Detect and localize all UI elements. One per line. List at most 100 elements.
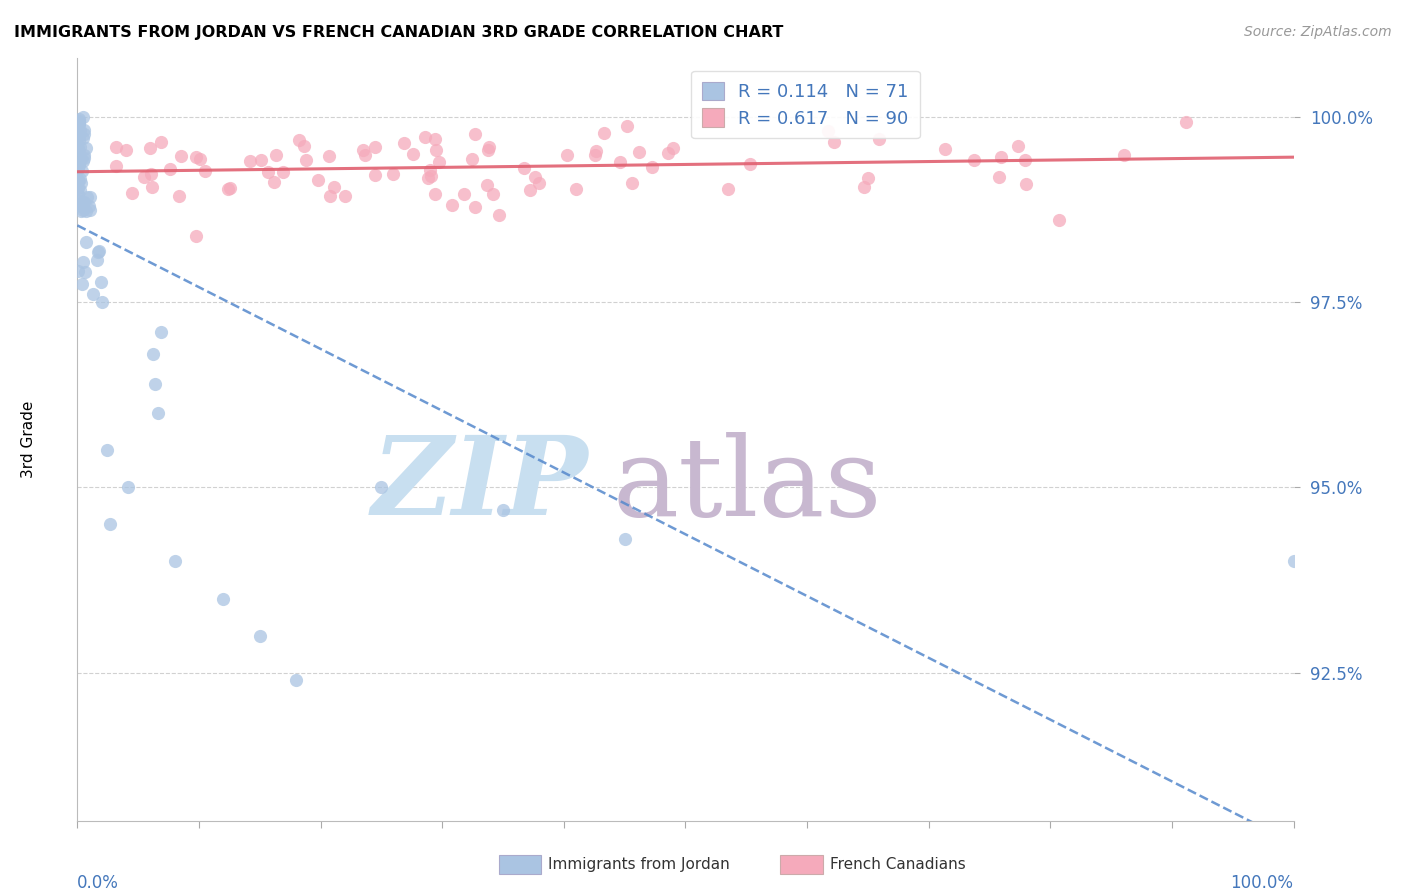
- Point: [67, 155, 90, 169]
- Point: [75, 141, 97, 155]
- Point: [96, 443, 118, 458]
- Point: [440, 198, 463, 212]
- Point: [419, 163, 441, 178]
- Point: [853, 180, 876, 194]
- Point: [76, 190, 98, 204]
- Text: French Canadians: French Canadians: [830, 857, 966, 871]
- Point: [73, 123, 96, 137]
- Point: [67, 140, 90, 154]
- Point: [1282, 554, 1305, 568]
- Point: [513, 161, 536, 175]
- Point: [583, 148, 606, 162]
- Point: [1047, 213, 1070, 227]
- Point: [415, 129, 437, 144]
- Point: [72, 127, 94, 141]
- Point: [72, 131, 94, 145]
- Point: [524, 169, 547, 184]
- Point: [69, 203, 91, 218]
- Point: [79, 190, 101, 204]
- Point: [70, 164, 93, 178]
- Point: [1174, 115, 1197, 129]
- Point: [934, 142, 956, 156]
- Point: [529, 176, 551, 190]
- Text: 100.0%: 100.0%: [1230, 874, 1294, 892]
- Point: [67, 128, 90, 143]
- Point: [239, 154, 262, 169]
- Point: [66, 174, 89, 188]
- Point: [318, 148, 340, 162]
- Point: [72, 153, 94, 168]
- Point: [256, 164, 278, 178]
- Point: [717, 182, 740, 196]
- Point: [555, 148, 578, 162]
- Point: [478, 140, 501, 154]
- Point: [67, 174, 90, 188]
- Point: [593, 126, 616, 140]
- Point: [139, 141, 162, 155]
- Point: [868, 131, 890, 145]
- Point: [167, 189, 190, 203]
- Point: [212, 591, 235, 606]
- Point: [333, 189, 356, 203]
- Point: [150, 325, 173, 339]
- Point: [963, 153, 986, 168]
- Point: [73, 148, 96, 162]
- Point: [271, 164, 294, 178]
- Point: [621, 176, 644, 190]
- Point: [75, 235, 97, 249]
- Point: [263, 175, 285, 189]
- Point: [427, 154, 450, 169]
- Point: [86, 252, 108, 267]
- Point: [146, 406, 169, 420]
- Point: [823, 135, 845, 149]
- Point: [87, 244, 110, 258]
- Point: [143, 376, 166, 391]
- Point: [115, 143, 138, 157]
- Point: [67, 187, 90, 202]
- Point: [72, 110, 94, 124]
- Point: [67, 198, 90, 212]
- Point: [402, 147, 425, 161]
- Point: [69, 172, 91, 186]
- Point: [423, 132, 446, 146]
- Y-axis label: 3rd Grade: 3rd Grade: [21, 401, 35, 478]
- Point: [288, 133, 311, 147]
- Point: [856, 171, 879, 186]
- Point: [988, 170, 1011, 185]
- Point: [364, 169, 387, 183]
- Point: [150, 136, 173, 150]
- Text: Immigrants from Jordan: Immigrants from Jordan: [548, 857, 730, 871]
- Point: [69, 122, 91, 136]
- Point: [461, 152, 484, 166]
- Point: [66, 180, 89, 194]
- Point: [453, 186, 475, 201]
- Point: [585, 144, 607, 158]
- Point: [90, 276, 112, 290]
- Point: [67, 117, 90, 131]
- Point: [72, 203, 94, 218]
- Point: [67, 132, 90, 146]
- Point: [1015, 177, 1038, 191]
- Point: [72, 200, 94, 214]
- Point: [307, 173, 329, 187]
- Point: [67, 112, 90, 127]
- Point: [67, 173, 90, 187]
- Point: [73, 194, 96, 209]
- Point: [295, 153, 318, 167]
- Text: ZIP: ZIP: [371, 432, 588, 539]
- Point: [186, 150, 208, 164]
- Point: [105, 140, 128, 154]
- Point: [475, 178, 498, 193]
- Point: [66, 142, 89, 156]
- Point: [72, 277, 94, 291]
- Point: [817, 124, 839, 138]
- Legend: R = 0.114   N = 71, R = 0.617   N = 90: R = 0.114 N = 71, R = 0.617 N = 90: [692, 70, 920, 138]
- Point: [139, 167, 162, 181]
- Point: [105, 159, 128, 173]
- Point: [72, 195, 94, 210]
- Point: [482, 187, 505, 202]
- Point: [217, 182, 239, 196]
- Point: [1014, 153, 1036, 167]
- Point: [87, 244, 110, 259]
- Text: IMMIGRANTS FROM JORDAN VS FRENCH CANADIAN 3RD GRADE CORRELATION CHART: IMMIGRANTS FROM JORDAN VS FRENCH CANADIA…: [14, 25, 783, 40]
